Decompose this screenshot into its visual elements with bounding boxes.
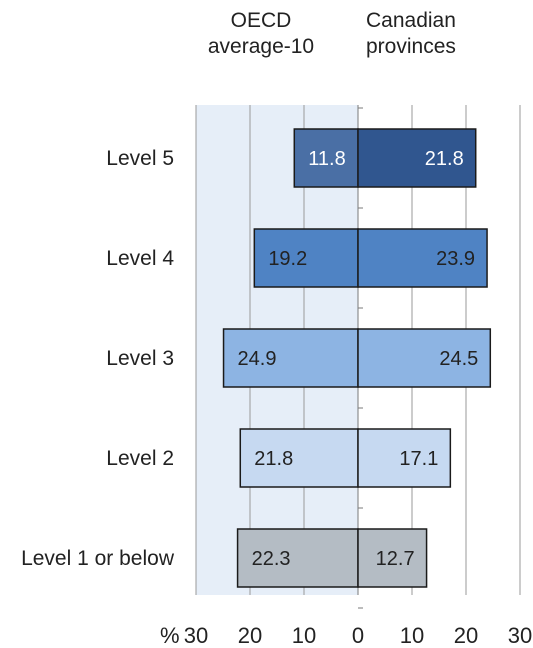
data-label-oecd: 21.8 [254, 448, 293, 470]
x-tick-label: 20 [238, 623, 262, 648]
data-label-canada: 24.5 [439, 348, 478, 370]
x-tick-label: 10 [400, 623, 424, 648]
legend-oecd-average: OECD average-10 [207, 9, 315, 58]
category-label: Level 4 [106, 247, 174, 270]
bar-canada [357, 428, 452, 488]
x-tick-label: 10 [292, 623, 316, 648]
category-label: Level 3 [106, 347, 174, 370]
category-label: Level 1 or below [21, 547, 175, 570]
x-tick-label: 30 [508, 623, 532, 648]
bar-canada [357, 528, 428, 588]
bar-oecd [236, 528, 359, 588]
data-label-oecd: 19.2 [268, 248, 307, 270]
category-label: Level 5 [106, 147, 174, 170]
data-label-oecd: 22.3 [252, 548, 291, 570]
x-tick-label: 0 [352, 623, 364, 648]
bar-canada [357, 128, 477, 188]
data-label-canada: 23.9 [436, 248, 475, 270]
legend-canadian-provinces: Canadian provinces [366, 9, 456, 58]
x-tick-label: 30 [184, 623, 208, 648]
x-tick-label: 20 [454, 623, 478, 648]
data-label-canada: 17.1 [399, 448, 438, 470]
data-label-oecd: 24.9 [238, 348, 277, 370]
x-axis-unit-label: % [160, 623, 180, 648]
data-label-canada: 21.8 [425, 148, 464, 170]
bar-canada [357, 228, 488, 288]
category-label: Level 2 [106, 447, 174, 470]
bar-oecd [222, 328, 359, 388]
data-label-oecd: 11.8 [308, 148, 345, 170]
bar-canada [357, 328, 492, 388]
data-label-canada: 12.7 [376, 548, 415, 570]
